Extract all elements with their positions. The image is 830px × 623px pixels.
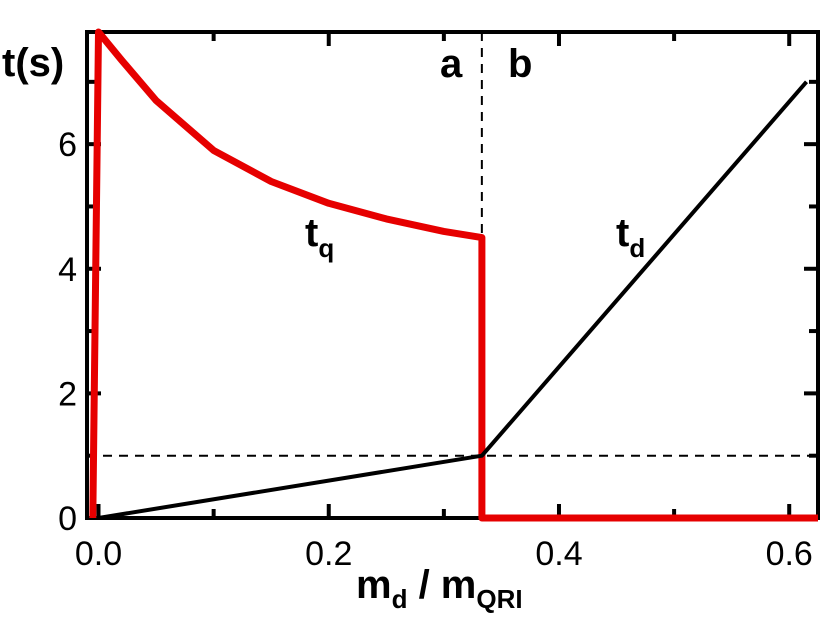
ticks: [87, 32, 818, 520]
y-tick-label: 6: [58, 126, 77, 164]
region-label-a: a: [440, 42, 463, 86]
plot-frame: [85, 30, 820, 520]
x-label-sep: / m: [407, 563, 476, 607]
region-label-b: b: [508, 42, 532, 86]
series-line-td: [98, 80, 809, 520]
x-axis-label: md / mQRI: [356, 563, 523, 614]
x-label-main-sub: d: [392, 584, 408, 614]
series-line-tq: [89, 28, 818, 522]
y-axis-label: t(s): [2, 41, 64, 85]
td-label-sub: d: [629, 233, 645, 263]
tq-label-main: t: [305, 211, 318, 255]
y-tick-label: 4: [58, 251, 77, 289]
td-label-main: t: [616, 211, 629, 255]
x-tick-label: 0.6: [766, 535, 813, 573]
x-tick-label: 0.2: [305, 535, 352, 573]
reference-lines: [87, 32, 818, 518]
y-tick-label: 0: [58, 500, 77, 538]
x-label-denom-sub: QRI: [476, 584, 522, 614]
x-tick-label: 0.4: [535, 535, 582, 573]
x-tick-label: 0.0: [75, 535, 122, 573]
y-tick-label: 2: [58, 375, 77, 413]
series-label-tq: tq: [305, 211, 334, 263]
x-label-main: m: [356, 563, 392, 607]
tq-label-sub: q: [318, 233, 334, 263]
tick-labels: 0.0 0.2 0.4 0.6 0 2 4 6: [58, 126, 813, 573]
series-label-td: td: [616, 211, 645, 263]
series: [89, 28, 818, 522]
